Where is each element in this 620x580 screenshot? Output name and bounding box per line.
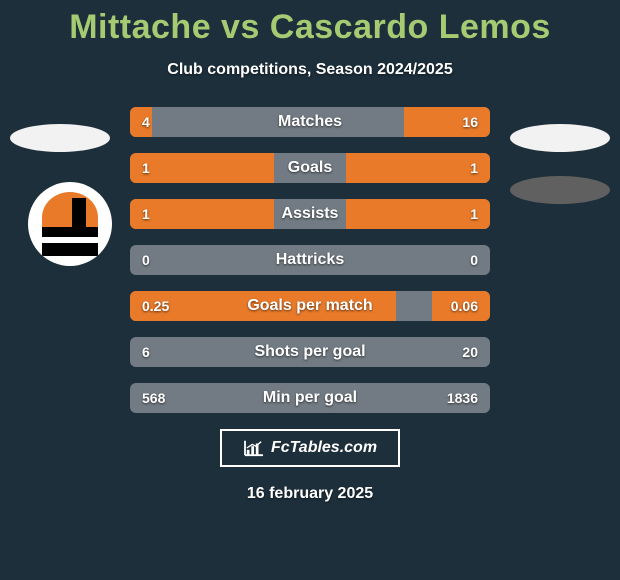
bar-label: Matches	[130, 107, 490, 137]
page-title: Mittache vs Cascardo Lemos	[0, 0, 620, 47]
club-logo	[28, 182, 112, 266]
stat-bar: 0.250.06Goals per match	[130, 291, 490, 321]
chart-icon	[243, 439, 265, 457]
brand-label: FcTables.com	[271, 439, 377, 457]
stats-bars: 416Matches 11Goals 11Assists 00Hattricks 0.2…	[130, 107, 490, 413]
stat-bar: 5681836Min per goal	[130, 383, 490, 413]
date: 16 february 2025	[0, 485, 620, 503]
bar-label: Assists	[130, 199, 490, 229]
subtitle: Club competitions, Season 2024/2025	[0, 61, 620, 79]
stat-bar: 00Hattricks	[130, 245, 490, 275]
bar-label: Goals per match	[130, 291, 490, 321]
bar-label: Goals	[130, 153, 490, 183]
stat-bar: 620Shots per goal	[130, 337, 490, 367]
bar-label: Shots per goal	[130, 337, 490, 367]
right-player-marker-1	[510, 124, 610, 152]
club-badge-shape	[42, 192, 98, 256]
bar-label: Min per goal	[130, 383, 490, 413]
stat-bar: 11Assists	[130, 199, 490, 229]
club-tower-shape	[72, 198, 86, 228]
left-player-marker	[10, 124, 110, 152]
stat-bar: 11Goals	[130, 153, 490, 183]
brand-box[interactable]: FcTables.com	[220, 429, 400, 467]
stat-bar: 416Matches	[130, 107, 490, 137]
bar-label: Hattricks	[130, 245, 490, 275]
right-player-marker-2	[510, 176, 610, 204]
